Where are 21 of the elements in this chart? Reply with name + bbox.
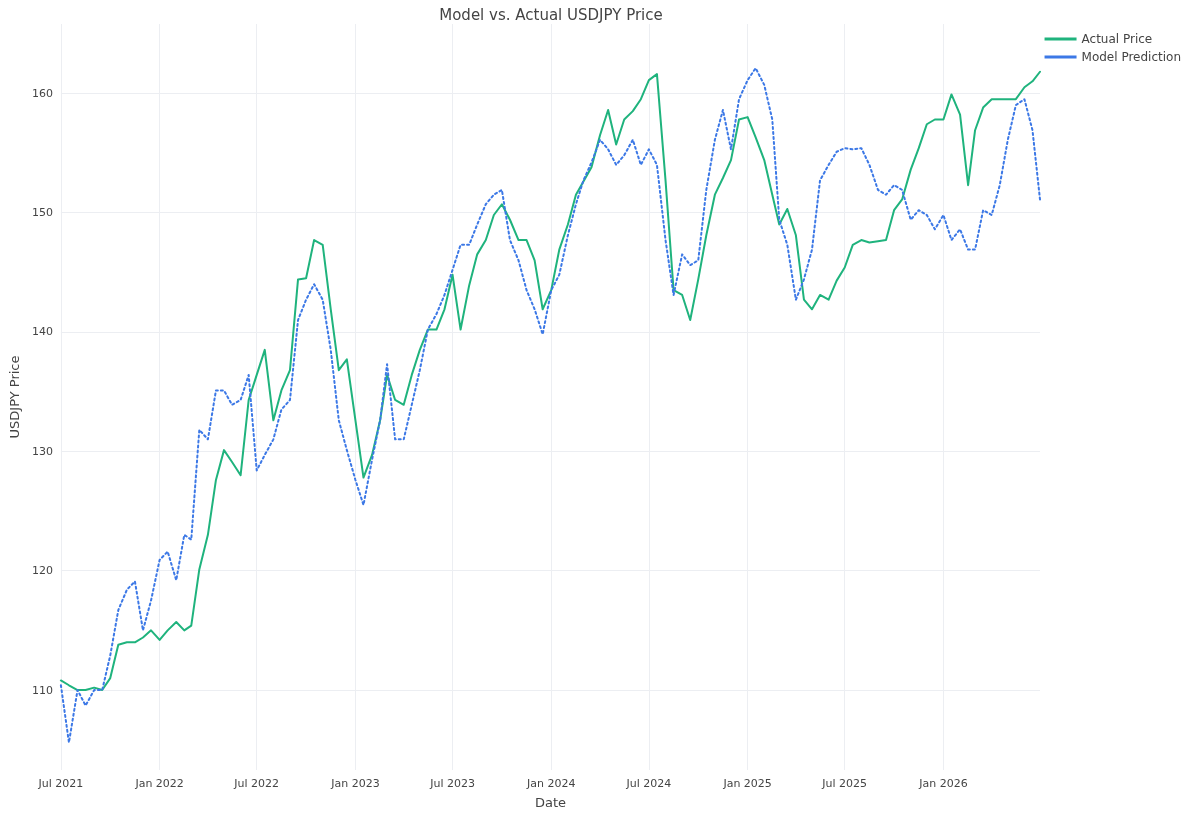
y-tick-label: 120 <box>31 564 53 578</box>
x-tick-label: Jan 2026 <box>918 777 968 790</box>
y-tick-label: 140 <box>31 325 53 339</box>
x-tick-label: Jan 2025 <box>722 777 772 790</box>
y-tick-label: 110 <box>31 683 53 697</box>
x-axis-title: Date <box>534 795 566 810</box>
x-tick-label: Jul 2024 <box>625 777 672 790</box>
legend-label: Model Prediction <box>1081 50 1182 64</box>
legend-label: Actual Price <box>1081 32 1153 46</box>
chart-title: Model vs. Actual USDJPY Price <box>439 5 663 24</box>
x-tick-label: Jul 2023 <box>429 777 475 790</box>
x-tick-label: Jul 2021 <box>37 777 84 790</box>
x-tick-label: Jul 2025 <box>821 777 868 790</box>
y-tick-label: 160 <box>31 86 53 100</box>
x-tick-label: Jan 2023 <box>330 777 380 790</box>
x-tick-label: Jul 2022 <box>233 777 280 790</box>
x-tick-label: Jan 2024 <box>526 777 576 790</box>
y-tick-label: 130 <box>31 444 53 458</box>
x-tick-label: Jan 2022 <box>134 777 184 790</box>
y-tick-label: 150 <box>31 206 53 220</box>
y-axis-title: USDJPY Price <box>7 355 22 439</box>
